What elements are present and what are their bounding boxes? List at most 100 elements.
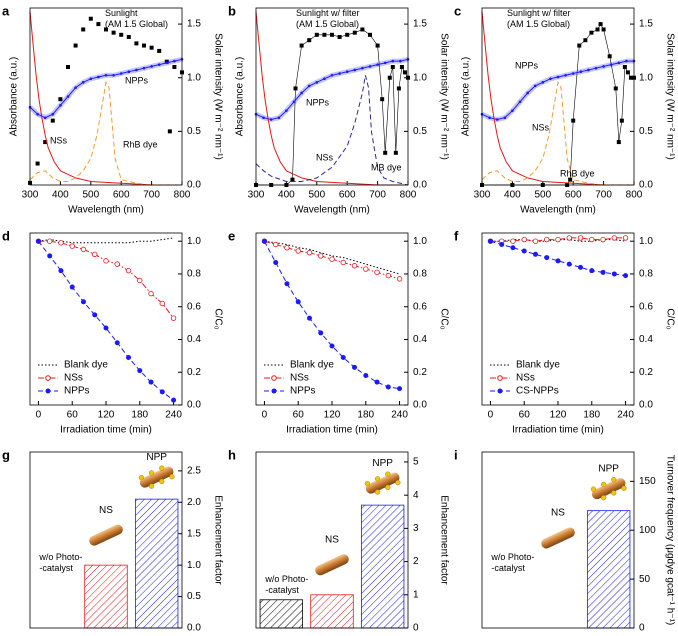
point [318, 330, 324, 336]
nanoparticle [138, 475, 145, 481]
category-label: NS [551, 508, 565, 519]
series-line [255, 75, 409, 186]
point [544, 236, 550, 243]
point [503, 116, 507, 120]
point [273, 241, 279, 248]
legend-label: CS-NPPs [516, 386, 559, 397]
point [269, 118, 273, 121]
point [114, 261, 120, 267]
point [587, 68, 590, 72]
point [295, 248, 301, 254]
series-label: NPPs [515, 60, 539, 70]
point [549, 77, 552, 81]
point [157, 48, 162, 53]
point [376, 63, 379, 66]
point [351, 263, 358, 269]
y-tick-label: 0.8 [413, 269, 427, 280]
point [387, 75, 392, 80]
nanorod [591, 478, 626, 500]
point [165, 61, 169, 65]
point [568, 177, 573, 182]
series-label: Sunlight (AM 1.5 Global) [105, 8, 168, 29]
point [89, 77, 93, 81]
category-label: NS [99, 505, 113, 516]
point [284, 281, 290, 287]
y-tick-label: 0.0 [187, 400, 201, 411]
point [35, 238, 41, 244]
y-tick-label: 2.0 [187, 497, 201, 508]
series-label: RhB dye [560, 168, 595, 178]
nanoparticle [374, 489, 381, 495]
point [96, 22, 101, 27]
point [318, 253, 324, 259]
point [261, 238, 267, 244]
nanoparticle [169, 474, 175, 480]
panel: c 0.0 0.5 1.0 1.5 Solar intensity (W m⁻² nm⁻¹… [454, 3, 675, 215]
y-axis-label: Absorbance (a.u.) [461, 57, 472, 137]
point [345, 32, 350, 37]
x-tick-label: 800 [174, 190, 191, 201]
point [380, 97, 385, 102]
plot-frame [481, 7, 635, 186]
bar [134, 498, 179, 629]
y-tick-label: 0.0 [413, 400, 427, 411]
point [577, 235, 584, 241]
series-line [29, 58, 183, 119]
point [88, 16, 93, 21]
point [571, 118, 576, 123]
point [277, 116, 281, 120]
point [58, 97, 63, 102]
bar [586, 510, 631, 629]
category-label: NS [325, 534, 339, 545]
y-tick-label: 1.0 [187, 560, 201, 571]
point [35, 161, 40, 166]
y-tick-label: 0.4 [413, 334, 427, 345]
y-tick-label: 150 [639, 476, 656, 487]
y-tick-label: 1.0 [187, 236, 201, 247]
y-tick-label: 50 [639, 574, 651, 585]
plot-frame [255, 232, 409, 406]
series-line [38, 237, 174, 244]
point [598, 22, 603, 27]
legend-label: NSs [290, 373, 309, 384]
category-label: w/o Photo--catalyst [38, 552, 82, 573]
point [292, 100, 296, 104]
point [104, 27, 108, 32]
series-label: Sunlight w/ filter (AM 1.5 Global) [507, 8, 571, 29]
point [566, 261, 572, 267]
point [510, 245, 516, 251]
x-tick-label: 180 [131, 410, 148, 421]
point [402, 70, 407, 75]
legend-marker [271, 375, 277, 381]
point [352, 364, 358, 370]
y-axis-label: C/C₀ [438, 308, 449, 329]
point [119, 32, 124, 37]
x-tick-label: 300 [248, 190, 265, 201]
point [285, 109, 288, 112]
x-tick-label: 800 [626, 190, 643, 201]
point [340, 259, 346, 266]
point [125, 267, 132, 274]
point [601, 27, 606, 32]
point [119, 72, 123, 75]
point [43, 116, 47, 120]
point [329, 343, 335, 349]
category-label: w/o Photo--catalyst [264, 574, 308, 595]
point [625, 59, 628, 63]
x-tick-label: 500 [534, 190, 551, 201]
point [391, 59, 395, 63]
point [521, 236, 527, 243]
point [544, 255, 550, 261]
legend-marker [497, 388, 503, 394]
y-tick-label: 0.0 [639, 180, 653, 191]
point [337, 34, 342, 39]
point [487, 238, 493, 244]
x-tick-label: 600 [113, 190, 130, 201]
nanorod [89, 524, 123, 546]
point [616, 140, 621, 145]
x-tick-label: 400 [52, 190, 69, 201]
point [127, 70, 131, 74]
point [363, 266, 369, 272]
legend-label: Blank dye [290, 360, 334, 371]
point [385, 384, 391, 390]
